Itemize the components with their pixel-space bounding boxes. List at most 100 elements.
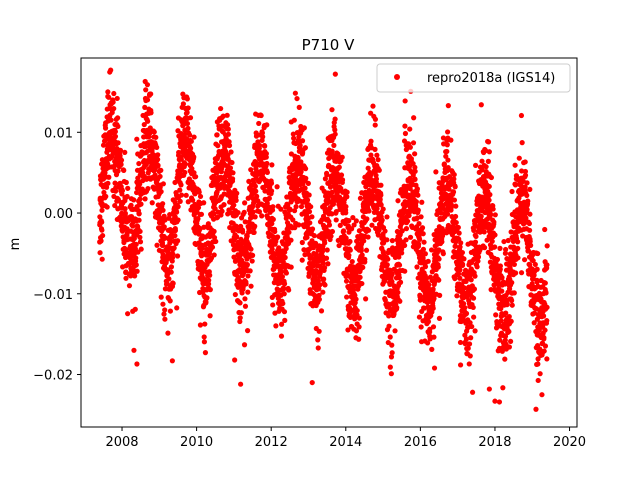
- data-point: [470, 304, 476, 311]
- data-point: [463, 336, 469, 342]
- data-point: [444, 142, 450, 148]
- data-point: [318, 308, 325, 314]
- data-point: [110, 144, 116, 150]
- data-point: [111, 105, 117, 112]
- data-point: [262, 143, 268, 149]
- data-point: [349, 226, 355, 232]
- data-point: [231, 202, 237, 208]
- data-point: [502, 333, 509, 339]
- data-point: [115, 168, 121, 174]
- data-point: [197, 322, 204, 328]
- data-point: [141, 121, 147, 128]
- data-point: [396, 254, 402, 260]
- data-point: [316, 328, 322, 334]
- data-point: [121, 167, 127, 173]
- data-point: [308, 204, 314, 210]
- data-point: [425, 340, 431, 346]
- data-point: [370, 103, 376, 109]
- data-point: [436, 247, 442, 253]
- data-point: [430, 286, 436, 292]
- data-point: [105, 180, 111, 186]
- data-point: [295, 155, 301, 161]
- x-tick-label: 2014: [329, 435, 362, 450]
- data-point: [99, 207, 105, 213]
- data-point: [132, 306, 138, 312]
- data-point: [232, 291, 238, 298]
- data-point: [481, 229, 487, 235]
- data-point: [353, 218, 359, 224]
- data-point: [322, 282, 328, 288]
- data-point: [177, 187, 183, 193]
- data-point: [278, 321, 285, 327]
- data-point: [270, 302, 276, 308]
- data-point: [387, 334, 393, 340]
- data-point: [182, 169, 188, 176]
- data-point: [497, 337, 503, 343]
- data-point: [199, 245, 205, 251]
- data-point: [258, 112, 264, 119]
- data-point: [544, 243, 550, 249]
- data-point: [309, 226, 316, 232]
- data-point: [217, 185, 223, 191]
- data-point: [417, 236, 423, 243]
- data-point: [431, 295, 437, 302]
- data-point: [269, 162, 275, 168]
- data-point: [108, 117, 114, 123]
- data-point: [274, 184, 280, 190]
- data-point: [378, 182, 384, 188]
- data-point: [492, 212, 498, 218]
- data-point: [324, 247, 330, 253]
- data-point: [534, 279, 540, 285]
- data-point: [522, 159, 528, 165]
- data-point: [431, 334, 437, 340]
- data-point: [334, 170, 340, 177]
- data-point: [489, 238, 495, 244]
- data-point: [305, 180, 311, 186]
- data-point: [187, 115, 194, 121]
- data-point: [332, 131, 338, 137]
- data-point: [430, 324, 437, 330]
- data-point: [232, 357, 238, 363]
- data-point: [340, 228, 347, 234]
- data-point: [445, 164, 451, 171]
- data-point: [158, 294, 164, 300]
- y-tick-label: −0.01: [33, 288, 73, 303]
- data-point: [172, 233, 178, 239]
- data-point: [215, 143, 221, 149]
- data-point: [198, 211, 205, 217]
- data-point: [457, 267, 463, 273]
- data-point: [281, 309, 288, 315]
- data-point: [226, 139, 232, 145]
- data-point: [415, 192, 421, 198]
- data-points: [97, 67, 550, 412]
- data-point: [211, 252, 217, 258]
- data-point: [112, 180, 118, 186]
- data-point: [332, 116, 338, 122]
- data-point: [353, 328, 360, 334]
- data-point: [188, 145, 194, 151]
- data-point: [425, 319, 432, 325]
- data-point: [486, 183, 492, 190]
- data-point: [174, 209, 180, 215]
- data-point: [469, 323, 475, 330]
- data-point: [338, 172, 345, 178]
- data-point: [488, 212, 494, 218]
- data-point: [235, 209, 241, 216]
- data-point: [211, 228, 217, 234]
- data-point: [166, 276, 172, 282]
- data-point: [535, 377, 541, 384]
- data-point: [170, 280, 176, 286]
- data-point: [117, 153, 123, 159]
- data-point: [207, 287, 213, 293]
- data-point: [161, 311, 167, 317]
- data-point: [101, 138, 108, 144]
- data-point: [346, 252, 352, 258]
- data-point: [386, 313, 392, 319]
- data-point: [349, 258, 355, 265]
- x-tick-label: 2010: [180, 435, 213, 450]
- data-point: [130, 223, 136, 229]
- data-point: [429, 346, 435, 352]
- data-point: [407, 185, 413, 192]
- data-point: [478, 213, 484, 219]
